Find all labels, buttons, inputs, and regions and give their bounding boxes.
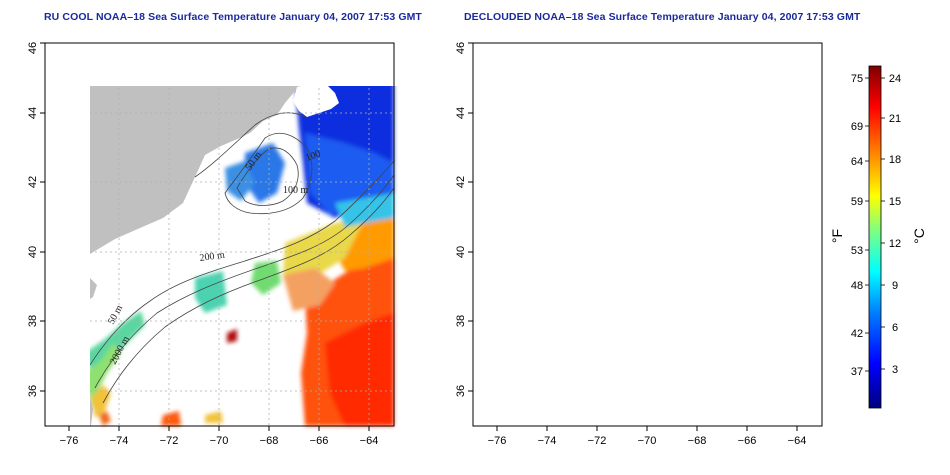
lon-tick: −70: [210, 435, 229, 447]
contour-label: 100: [304, 148, 322, 163]
lat-lon-grid: [473, 43, 822, 426]
lat-tick: 42: [27, 176, 39, 188]
lat-tick: 40: [27, 246, 39, 258]
map-panel-right: 50 m 100 m 100 200 m 50 m 2000 m: [473, 43, 822, 426]
lon-tick: −72: [588, 435, 607, 447]
fahrenheit-tick: 69: [851, 121, 863, 133]
lon-tick: −76: [488, 435, 507, 447]
contour-label: 200 m: [627, 250, 654, 264]
ocean-background: [473, 43, 822, 426]
lon-tick: −76: [60, 435, 79, 447]
fahrenheit-unit-label: °F: [829, 229, 845, 243]
fahrenheit-tick: 48: [851, 280, 863, 292]
lat-tick: 44: [27, 107, 39, 119]
lon-tick: −66: [310, 435, 329, 447]
lat-tick: 42: [455, 176, 467, 188]
lat-tick: 38: [27, 315, 39, 327]
lat-lon-grid: [90, 86, 394, 426]
lon-tick: −64: [788, 435, 807, 447]
celsius-tick: 3: [892, 364, 898, 376]
contour-label: 50 m: [534, 303, 553, 326]
lon-tick: −74: [538, 435, 557, 447]
celsius-tick: 12: [889, 238, 901, 250]
lat-tick: 40: [455, 246, 467, 258]
celsius-tick: 18: [889, 154, 901, 166]
sst-data-layer: [90, 86, 394, 426]
left-axes: −76 −74 −72 −70 −68 −66 −64 36 38 40 42 …: [27, 42, 378, 447]
bathymetry-contours: [513, 113, 822, 403]
celsius-tick: 6: [892, 322, 898, 334]
lon-tick: −68: [260, 435, 279, 447]
panel-right-title: DECLOUDED NOAA–18 Sea Surface Temperatur…: [464, 11, 861, 23]
lat-tick: 46: [27, 42, 39, 54]
contour-label: 100 m: [711, 185, 737, 196]
right-axes: −76 −74 −72 −70 −68 −66 −64 36 38 40 42 …: [455, 42, 806, 447]
lon-tick: −64: [360, 435, 379, 447]
contour-label: 2000 m: [536, 334, 560, 366]
lon-tick: −74: [110, 435, 129, 447]
lon-tick: −66: [738, 435, 757, 447]
lat-tick: 44: [455, 107, 467, 119]
contour-label: 200 m: [199, 250, 226, 264]
celsius-tick: 24: [889, 73, 901, 85]
lat-tick: 36: [27, 385, 39, 397]
lon-tick: −68: [688, 435, 707, 447]
fahrenheit-tick: 53: [851, 245, 863, 257]
contour-label: 50 m: [671, 150, 692, 173]
panel-left-title: RU COOL NOAA–18 Sea Surface Temperature …: [44, 11, 422, 23]
lon-tick: −70: [638, 435, 657, 447]
fahrenheit-tick: 37: [851, 366, 863, 378]
map-panel-left: 50 m 100 m 100 200 m 50 m 2000 m: [90, 86, 395, 426]
map-frame-right: [472, 42, 823, 427]
fahrenheit-tick: 42: [851, 328, 863, 340]
land-mass: [473, 43, 822, 426]
lat-tick: 36: [455, 385, 467, 397]
lat-tick: 38: [455, 315, 467, 327]
fahrenheit-tick: 64: [851, 156, 863, 168]
celsius-tick: 9: [892, 280, 898, 292]
lon-tick: −72: [160, 435, 179, 447]
colorbar-gradient: [868, 65, 882, 409]
celsius-tick: 21: [889, 113, 901, 125]
fahrenheit-tick: 59: [851, 196, 863, 208]
celsius-tick: 15: [889, 196, 901, 208]
contour-label: 100: [732, 148, 750, 163]
celsius-unit-label: °C: [911, 228, 927, 244]
sst-data-layer: [495, 57, 822, 426]
contour-label: 100 m: [283, 185, 309, 196]
lat-tick: 46: [455, 42, 467, 54]
colorbar: 75 69 64 59 53 48 42 37 24 21 18 15 12 9…: [829, 65, 927, 409]
fahrenheit-tick: 75: [851, 73, 863, 85]
